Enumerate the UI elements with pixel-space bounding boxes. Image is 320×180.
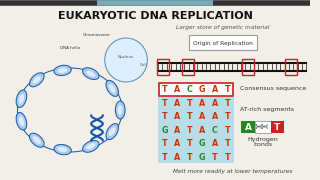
Text: Nucleus: Nucleus: [118, 55, 134, 59]
Text: T: T: [225, 139, 230, 148]
Text: G: G: [199, 153, 205, 162]
Text: T: T: [225, 99, 230, 108]
Text: T: T: [187, 153, 192, 162]
Bar: [285, 59, 297, 75]
Text: A: A: [212, 85, 218, 94]
Ellipse shape: [106, 80, 118, 96]
Bar: [271, 121, 284, 132]
Ellipse shape: [33, 76, 41, 84]
Text: T: T: [162, 99, 167, 108]
Ellipse shape: [86, 143, 95, 149]
Text: A: A: [174, 99, 180, 108]
Text: T: T: [187, 112, 192, 121]
Text: A: A: [174, 153, 180, 162]
Ellipse shape: [83, 141, 99, 152]
Text: A: A: [199, 126, 205, 135]
Text: G: G: [199, 85, 205, 94]
Text: T: T: [225, 85, 230, 94]
Text: C: C: [212, 126, 218, 135]
Text: Melt more readily at lower temperatures: Melt more readily at lower temperatures: [173, 170, 292, 174]
Text: A: A: [212, 99, 218, 108]
Ellipse shape: [29, 73, 44, 87]
Ellipse shape: [29, 133, 44, 147]
Text: T: T: [187, 139, 192, 148]
Bar: [157, 59, 169, 75]
Ellipse shape: [106, 124, 118, 140]
Text: T: T: [225, 153, 230, 162]
Text: A: A: [174, 126, 180, 135]
Ellipse shape: [54, 65, 71, 76]
Text: DNA helix: DNA helix: [60, 46, 80, 50]
Bar: [159, 83, 233, 96]
Ellipse shape: [86, 71, 95, 77]
Text: Consensus sequence: Consensus sequence: [240, 86, 306, 91]
Text: A: A: [212, 139, 218, 148]
Text: Origin of Replication: Origin of Replication: [193, 40, 253, 46]
Text: T: T: [225, 126, 230, 135]
Text: T: T: [162, 85, 167, 94]
Text: T: T: [162, 153, 167, 162]
Bar: [158, 82, 234, 163]
FancyBboxPatch shape: [189, 35, 257, 50]
Ellipse shape: [116, 101, 125, 119]
Text: G: G: [199, 139, 205, 148]
Text: Cell: Cell: [140, 63, 147, 67]
Bar: [182, 59, 194, 75]
Text: EUKARYOTIC DNA REPLICATION: EUKARYOTIC DNA REPLICATION: [58, 11, 252, 21]
Circle shape: [105, 38, 148, 82]
Text: A: A: [199, 112, 205, 121]
Text: Chromosome: Chromosome: [83, 33, 111, 37]
Text: T: T: [162, 139, 167, 148]
Ellipse shape: [33, 136, 41, 144]
Ellipse shape: [58, 147, 68, 152]
Ellipse shape: [19, 94, 24, 104]
Ellipse shape: [83, 68, 99, 80]
Bar: [243, 59, 254, 75]
Ellipse shape: [118, 105, 123, 115]
Ellipse shape: [58, 68, 68, 73]
Text: G: G: [161, 126, 168, 135]
Ellipse shape: [109, 127, 116, 136]
Text: Larger store of genetic material: Larger store of genetic material: [176, 24, 270, 30]
Text: A: A: [174, 112, 180, 121]
Text: T: T: [225, 112, 230, 121]
Ellipse shape: [54, 145, 71, 155]
Text: A: A: [245, 123, 252, 132]
Text: A: A: [174, 85, 180, 94]
Text: T: T: [274, 123, 280, 132]
Text: T: T: [212, 153, 218, 162]
Text: T: T: [187, 99, 192, 108]
Ellipse shape: [19, 116, 24, 126]
Bar: [255, 121, 271, 132]
Text: A: A: [212, 112, 218, 121]
Text: T: T: [162, 112, 167, 121]
Text: AT-rich segments: AT-rich segments: [240, 107, 293, 111]
Ellipse shape: [109, 84, 116, 93]
Text: C: C: [187, 85, 193, 94]
Bar: [242, 121, 255, 132]
Ellipse shape: [16, 112, 27, 130]
Text: Hydrogen
bonds: Hydrogen bonds: [247, 137, 278, 147]
Text: T: T: [187, 126, 192, 135]
Text: A: A: [199, 99, 205, 108]
Ellipse shape: [16, 90, 27, 107]
Text: A: A: [174, 139, 180, 148]
